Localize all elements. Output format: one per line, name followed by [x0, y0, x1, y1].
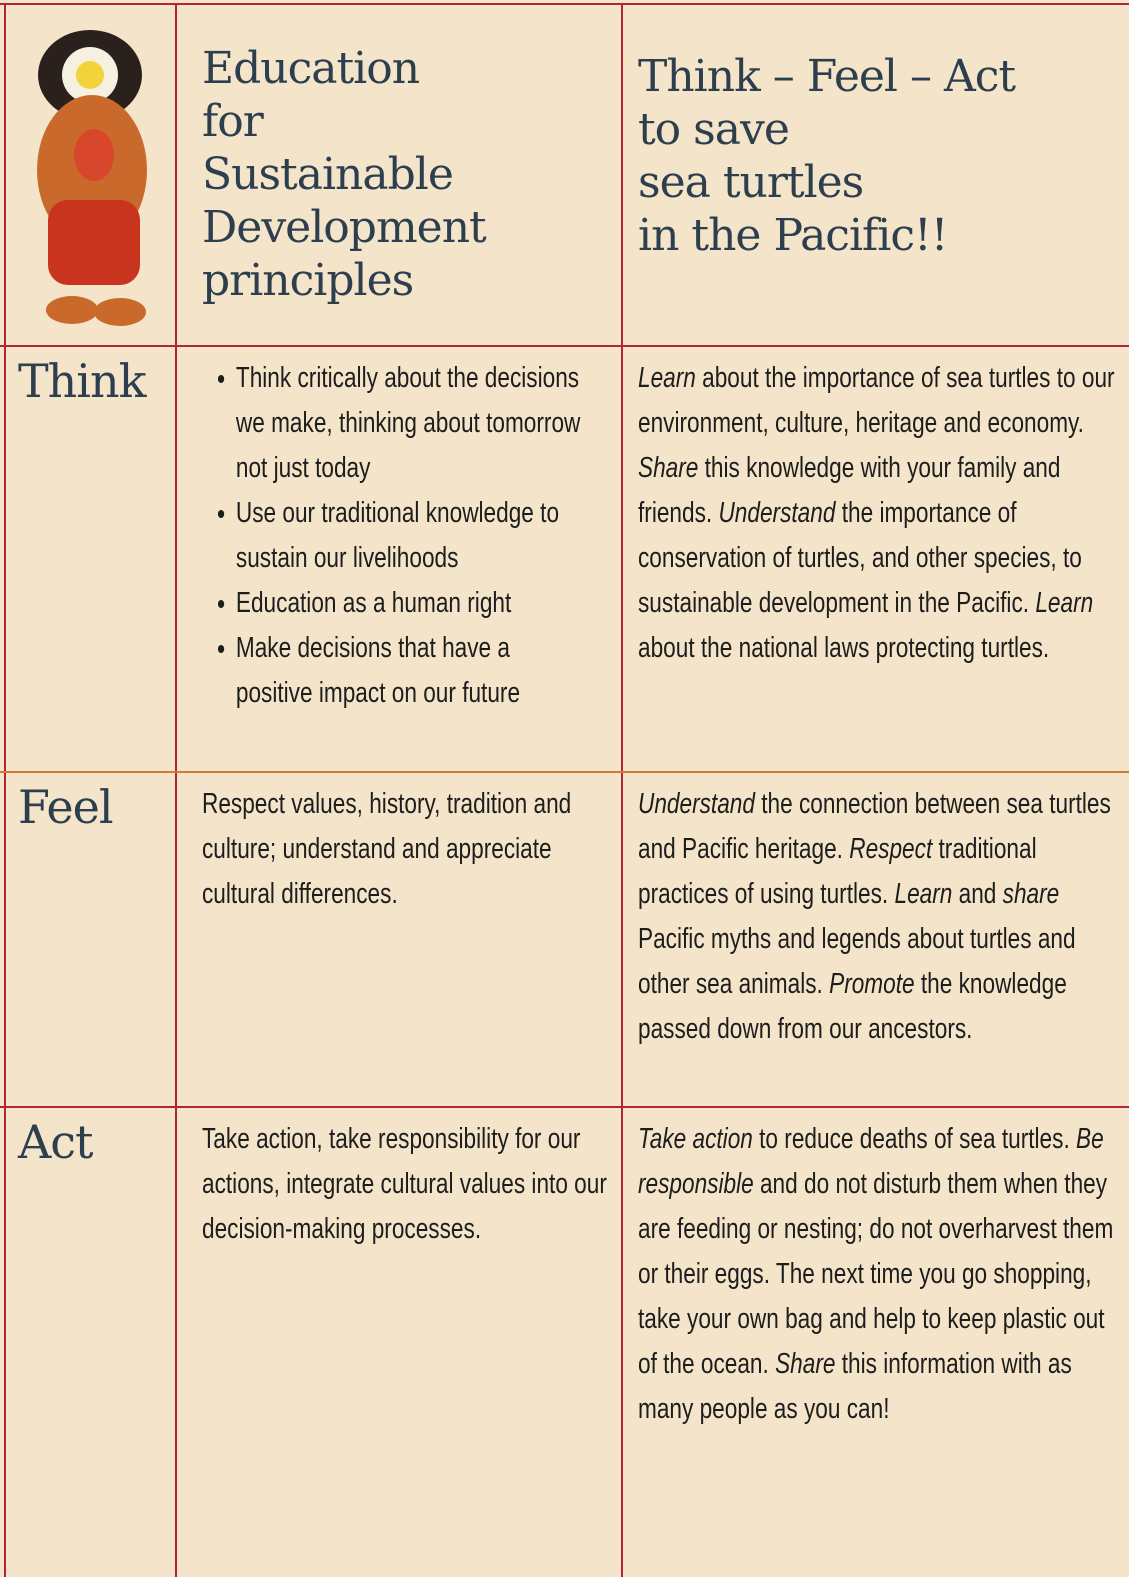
- bullet-item: Make decisions that have a positive impa…: [236, 626, 592, 716]
- action-text: and: [952, 878, 1003, 910]
- title-line: in the Pacific!!: [638, 210, 948, 261]
- action-text: and do not disturb them when they are fe…: [638, 1168, 1114, 1380]
- title-line: principles: [202, 255, 414, 306]
- title-line: Sustainable: [202, 149, 454, 200]
- action-text: Share: [638, 452, 699, 484]
- action-text: Learn: [894, 878, 953, 910]
- action-text: Understand: [638, 788, 755, 820]
- border: [0, 771, 1129, 773]
- action-text: Learn: [638, 362, 696, 394]
- action-text: Be responsible: [638, 1123, 1104, 1200]
- action-text: Understand: [718, 497, 836, 529]
- actions-cell: Understand the connection between sea tu…: [638, 782, 1124, 1052]
- principles-cell: Take action, take responsibility for our…: [202, 1117, 607, 1252]
- title-line: for: [202, 96, 264, 147]
- row-label: Feel: [18, 780, 114, 834]
- action-text: about the national laws protecting turtl…: [638, 632, 1050, 664]
- row-label: Think: [18, 354, 147, 408]
- border: [4, 5, 6, 1577]
- title-line: Education: [202, 43, 420, 94]
- action-text: traditional practices of using turtles.: [638, 833, 1037, 910]
- title-line: Development: [202, 202, 487, 253]
- action-text: to reduce deaths of sea turtles.: [752, 1123, 1077, 1155]
- action-text: about the importance of sea turtles to o…: [638, 362, 1115, 439]
- character-illustration: [37, 30, 147, 326]
- bullet-item: Education as a human right: [236, 581, 592, 626]
- principles-cell: Think critically about the decisions we …: [200, 356, 592, 716]
- action-title: Think – Feel – Act to save sea turtles in t…: [638, 50, 1016, 262]
- action-text: Pacific myths and legends about turtles …: [638, 923, 1076, 1000]
- actions-cell: Take action to reduce deaths of sea turt…: [638, 1117, 1124, 1432]
- action-text: Learn: [1035, 587, 1094, 619]
- border: [0, 3, 1129, 5]
- principles-text: Take action, take responsibility for our…: [202, 1123, 607, 1245]
- principles-cell: Respect values, history, tradition and c…: [202, 782, 607, 917]
- principles-text: Respect values, history, tradition and c…: [202, 788, 572, 910]
- row-label: Act: [18, 1115, 93, 1169]
- action-text: Share: [775, 1348, 836, 1380]
- title-line: to save: [638, 104, 790, 155]
- bullet-list: Think critically about the decisions we …: [200, 356, 592, 716]
- action-text: Promote: [829, 968, 915, 1000]
- actions-cell: Learn about the importance of sea turtle…: [638, 356, 1124, 671]
- action-text: the knowledge passed down from our ances…: [638, 968, 1067, 1045]
- bullet-item: Think critically about the decisions we …: [236, 356, 592, 491]
- border: [175, 5, 177, 1577]
- principles-title: Education for Sustainable Development princi…: [202, 42, 487, 307]
- border: [621, 5, 623, 1577]
- title-line: Think – Feel – Act: [638, 51, 1016, 102]
- action-text: this information with as many people as …: [638, 1348, 1072, 1425]
- action-text: share: [1002, 878, 1060, 910]
- action-text: Take action: [638, 1123, 753, 1155]
- border: [0, 1106, 1129, 1108]
- action-text: Respect: [849, 833, 933, 865]
- action-text: this knowledge with your family and frie…: [638, 452, 1061, 529]
- border: [0, 345, 1129, 347]
- title-line: sea turtles: [638, 157, 864, 208]
- action-text: the importance of conservation of turtle…: [638, 497, 1082, 619]
- action-text: the connection between sea turtles and P…: [638, 788, 1111, 865]
- bullet-item: Use our traditional knowledge to sustain…: [236, 491, 592, 581]
